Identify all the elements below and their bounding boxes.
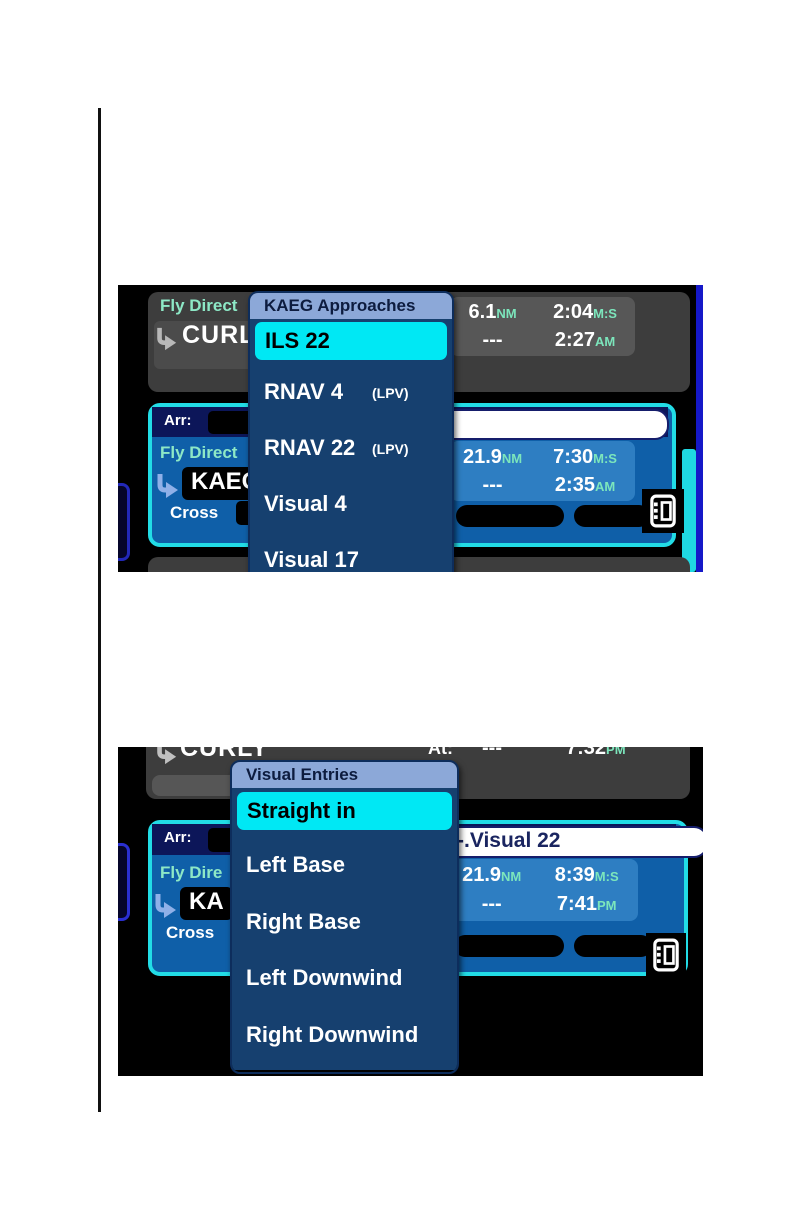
ete-unit: M:S bbox=[593, 306, 617, 322]
menu-item-right-downwind[interactable]: Right Downwind bbox=[246, 1022, 418, 1048]
fly-direct-label: Fly Direct bbox=[160, 443, 238, 462]
screenshot-kaeg-approaches: Fly Direct CURL : : 6.1NM 2:04M:S --- 2:… bbox=[118, 285, 703, 572]
waypoint-name[interactable]: KA bbox=[180, 887, 233, 920]
distance-value: 21.9 bbox=[462, 864, 502, 886]
menu-item-visual-17[interactable]: Visual 17 bbox=[264, 547, 359, 572]
ete-unit: M:S bbox=[593, 450, 617, 466]
flight-log-icon[interactable] bbox=[646, 933, 686, 977]
menu-item-straight-in[interactable]: Straight in bbox=[237, 792, 452, 830]
direct-to-arrow-icon bbox=[155, 894, 176, 918]
menu-item-left-downwind[interactable]: Left Downwind bbox=[246, 965, 402, 991]
direct-to-arrow-icon bbox=[157, 474, 178, 498]
fuel-value: --- bbox=[482, 473, 503, 496]
ete-value: 8:39 bbox=[554, 864, 595, 886]
distance-value: 21.9 bbox=[462, 445, 502, 468]
ete-value: 2:04 bbox=[553, 301, 594, 324]
cross-label: Cross bbox=[170, 503, 219, 522]
ete-value: 7:30 bbox=[553, 445, 594, 468]
fuel-value: --- bbox=[482, 747, 502, 759]
cross-label: Cross bbox=[166, 923, 215, 942]
eta-unit: PM bbox=[596, 898, 617, 913]
offscreen-button-edge bbox=[118, 843, 130, 921]
eta-unit: AM bbox=[594, 478, 616, 494]
popup-title: KAEG Approaches bbox=[250, 293, 452, 319]
fly-direct-label: Fly Dire bbox=[160, 863, 223, 882]
menu-item-label: Visual 17 bbox=[264, 547, 359, 572]
menu-item-label: Right Downwind bbox=[246, 1022, 419, 1047]
menu-item-label: ILS 22 bbox=[265, 328, 330, 353]
waypoint-name: CURLY bbox=[180, 747, 269, 762]
distance-unit: NM bbox=[501, 450, 523, 466]
menu-item-label: Left Downwind bbox=[246, 965, 403, 990]
eta-unit: AM bbox=[594, 333, 616, 349]
input-field[interactable] bbox=[456, 505, 564, 527]
page-margin-line bbox=[98, 108, 101, 1112]
screenshot-visual-entries: CURLY At: --- 7:32PM Arr: ---.Visual 22 … bbox=[118, 747, 703, 1076]
input-field[interactable] bbox=[574, 505, 650, 527]
eta-value: 7:32PM bbox=[566, 747, 626, 760]
leg-data-box: 21.9NM 8:39M:S --- 7:41PM bbox=[448, 859, 638, 921]
menu-item-label: RNAV 22 bbox=[264, 435, 356, 460]
fuel-value: --- bbox=[481, 893, 502, 915]
arr-label: Arr: bbox=[164, 829, 192, 846]
distance-unit: NM bbox=[501, 869, 522, 884]
distance-unit: NM bbox=[496, 306, 517, 322]
leg-data-box: 21.9NM 7:30M:S --- 2:35AM bbox=[450, 441, 635, 501]
popup-menu-body: Straight in Left Base Right Base Left Do… bbox=[232, 788, 457, 1070]
distance-value: 6.1 bbox=[468, 301, 497, 324]
input-field[interactable] bbox=[454, 935, 564, 957]
eta-unit: PM bbox=[606, 747, 626, 757]
arr-label: Arr: bbox=[164, 412, 192, 429]
eta-value: 2:27 bbox=[554, 328, 595, 351]
approaches-popup-menu: KAEG Approaches ILS 22 RNAV 4 (LPV) RNAV … bbox=[248, 291, 454, 572]
menu-item-label: Straight in bbox=[247, 798, 356, 823]
direct-to-arrow-icon bbox=[157, 747, 177, 765]
menu-item-rnav-22[interactable]: RNAV 22 (LPV) bbox=[264, 435, 409, 461]
input-field[interactable] bbox=[574, 935, 652, 957]
eta-value: 7:41 bbox=[556, 893, 597, 915]
menu-item-label: Visual 4 bbox=[264, 491, 347, 516]
popup-title: Visual Entries bbox=[232, 762, 457, 788]
direct-to-arrow-icon bbox=[157, 327, 177, 351]
waypoint-name: CURL bbox=[182, 321, 256, 349]
fuel-value: --- bbox=[482, 328, 503, 351]
menu-item-rnav-4[interactable]: RNAV 4 (LPV) bbox=[264, 379, 409, 405]
lpv-suffix: (LPV) bbox=[372, 441, 409, 457]
menu-item-visual-4[interactable]: Visual 4 bbox=[264, 491, 347, 517]
flight-log-icon[interactable] bbox=[642, 489, 684, 533]
menu-item-left-base[interactable]: Left Base bbox=[246, 852, 345, 878]
visual-entries-popup-menu: Visual Entries Straight in Left Base Rig… bbox=[230, 760, 459, 1074]
offscreen-button-edge bbox=[118, 483, 130, 561]
screen-edge-line bbox=[696, 285, 703, 572]
scrollbar-thumb[interactable] bbox=[682, 449, 696, 572]
leg-data-box: 6.1NM 2:04M:S --- 2:27AM bbox=[450, 297, 635, 356]
approach-entry-field[interactable] bbox=[418, 409, 669, 440]
popup-menu-body: ILS 22 RNAV 4 (LPV) RNAV 22 (LPV) Visual 4… bbox=[250, 319, 452, 572]
at-label: At: bbox=[428, 747, 453, 758]
menu-item-label: RNAV 4 bbox=[264, 379, 344, 404]
ete-unit: M:S bbox=[594, 869, 619, 884]
menu-item-ils-22[interactable]: ILS 22 bbox=[255, 322, 447, 360]
eta-value: 2:35 bbox=[554, 473, 595, 496]
lpv-suffix: (LPV) bbox=[372, 385, 409, 401]
menu-item-label: Right Base bbox=[246, 909, 361, 934]
menu-item-right-base[interactable]: Right Base bbox=[246, 909, 361, 935]
fly-direct-label: Fly Direct bbox=[160, 296, 238, 315]
menu-item-label: Left Base bbox=[246, 852, 346, 877]
